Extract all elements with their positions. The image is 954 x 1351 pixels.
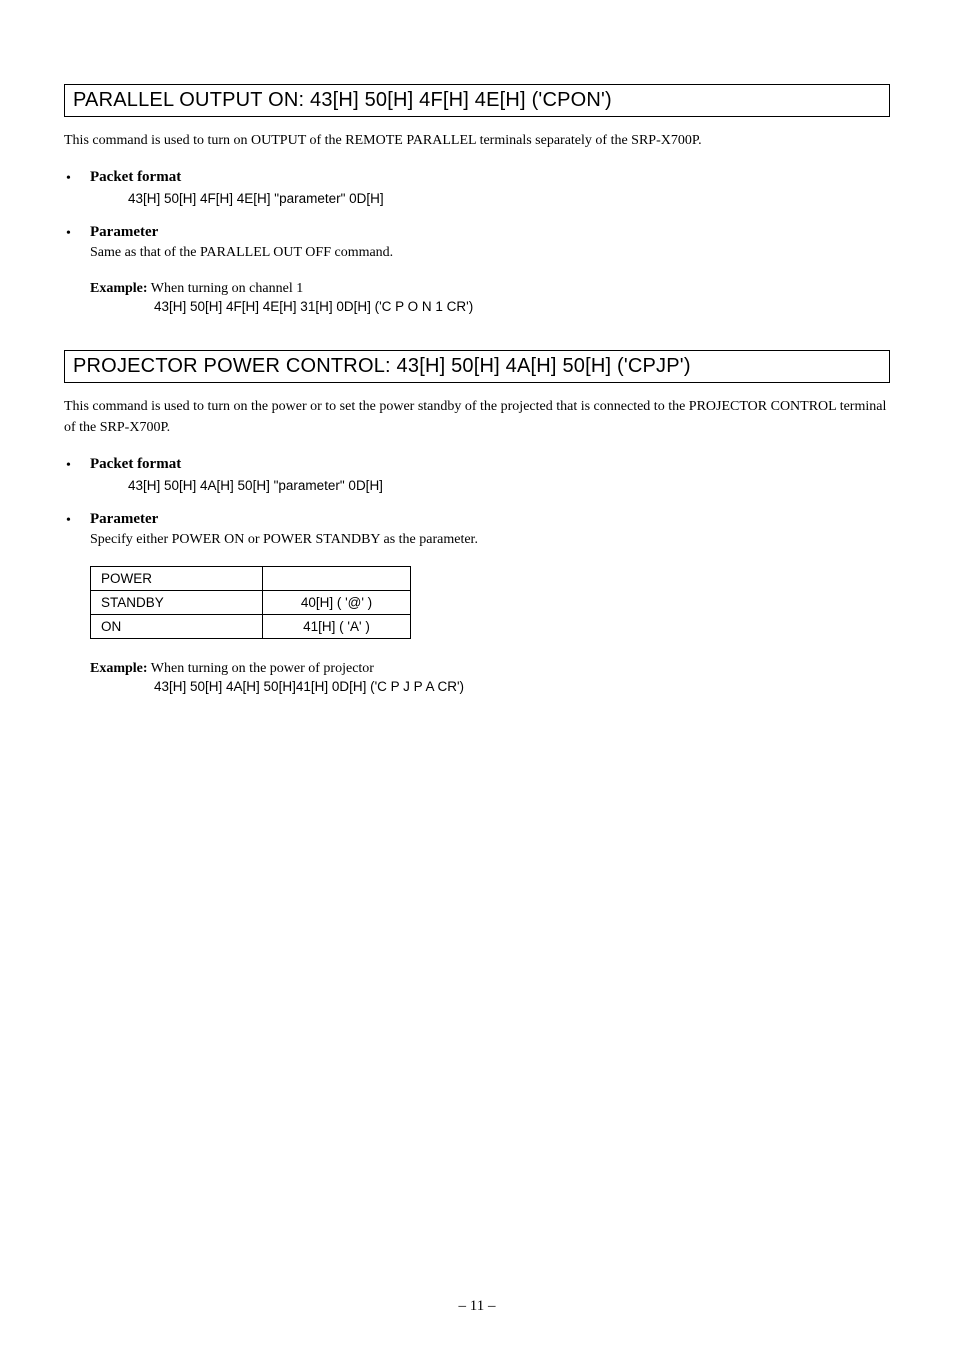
page-number: – 11 –	[0, 1298, 954, 1315]
example-label: Example:	[90, 281, 148, 296]
section1-param-desc: Same as that of the PARALLEL OUT OFF com…	[90, 245, 890, 261]
section1-packet-label: Packet format	[90, 169, 181, 186]
table-cell-name: ON	[91, 615, 263, 639]
example-label: Example:	[90, 661, 148, 676]
table-cell-value: 41[H] ( 'A' )	[263, 615, 411, 639]
table-cell-value: 40[H] ( '@' )	[263, 591, 411, 615]
example-text: When turning on the power of projector	[148, 661, 374, 676]
section2-packet-label: Packet format	[90, 456, 181, 473]
section1-example: Example: When turning on channel 1 43[H]…	[90, 279, 890, 314]
section2-example: Example: When turning on the power of pr…	[90, 659, 890, 694]
section1-intro: This command is used to turn on OUTPUT o…	[64, 131, 890, 151]
section2-title: PROJECTOR POWER CONTROL: 43[H] 50[H] 4A[…	[64, 350, 890, 383]
section2-param-label: Parameter	[90, 511, 158, 528]
section1-title: PARALLEL OUTPUT ON: 43[H] 50[H] 4F[H] 4E…	[64, 84, 890, 117]
section1-packet-value: 43[H] 50[H] 4F[H] 4E[H] "parameter" 0D[H…	[128, 191, 890, 206]
bullet-icon: •	[64, 224, 90, 244]
table-row: ON 41[H] ( 'A' )	[91, 615, 411, 639]
section2-packet-row: • Packet format	[64, 456, 890, 476]
section1-param-label: Parameter	[90, 224, 158, 241]
table-cell-empty	[263, 567, 411, 591]
power-table: POWER STANDBY 40[H] ( '@' ) ON 41[H] ( '…	[90, 566, 411, 639]
section2-param-desc: Specify either POWER ON or POWER STANDBY…	[90, 532, 890, 548]
section1-packet-row: • Packet format	[64, 169, 890, 189]
table-header: POWER	[91, 567, 263, 591]
section2-param-row: • Parameter	[64, 511, 890, 531]
section2-intro: This command is used to turn on the powe…	[64, 397, 890, 438]
table-cell-name: STANDBY	[91, 591, 263, 615]
section1-param-row: • Parameter	[64, 224, 890, 244]
example-text: When turning on channel 1	[148, 281, 304, 296]
table-row: POWER	[91, 567, 411, 591]
table-row: STANDBY 40[H] ( '@' )	[91, 591, 411, 615]
bullet-icon: •	[64, 511, 90, 531]
bullet-icon: •	[64, 169, 90, 189]
section1-example-code: 43[H] 50[H] 4F[H] 4E[H] 31[H] 0D[H] ('C …	[154, 299, 890, 314]
bullet-icon: •	[64, 456, 90, 476]
section2-packet-value: 43[H] 50[H] 4A[H] 50[H] "parameter" 0D[H…	[128, 478, 890, 493]
section2-example-code: 43[H] 50[H] 4A[H] 50[H]41[H] 0D[H] ('C P…	[154, 679, 890, 694]
